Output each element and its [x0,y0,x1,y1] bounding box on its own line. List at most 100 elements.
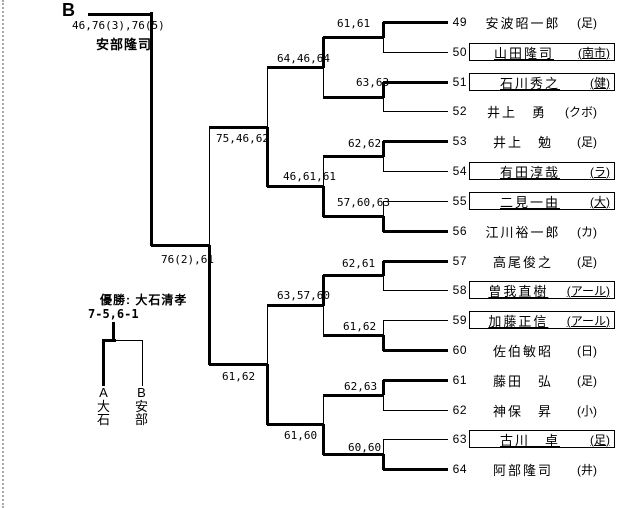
player-row-56: 56 江川裕一郎 (カ) [448,222,615,240]
score-r1-m3: 62,62 [348,137,382,150]
player-club: (足) [577,134,597,149]
player-number: 61 [452,373,467,387]
score-qf4: 61,60 [284,429,318,442]
bracket-line-h [383,349,448,352]
player-entry: 佐伯敏昭 (日) [469,341,615,359]
player-number: 53 [452,134,467,148]
bracket-line-v [322,37,325,68]
page-margin-dotted-line [2,0,4,508]
player-row-53: 53 井上 勉 (足) [448,132,615,150]
player-club: (足) [577,373,597,388]
player-number: 55 [452,194,467,208]
player-number: 52 [452,104,467,118]
bracket-line-v [209,127,210,245]
bracket-line-h [383,379,448,382]
player-club: (カ) [577,224,597,239]
player-entry-seeded: 古川 卓 (足) [469,430,615,448]
bracket-line-v [383,201,384,216]
bracket-line-v [383,395,384,410]
bracket-line-h [88,13,153,16]
player-club: (ラ) [590,164,610,179]
player-club: (日) [577,343,597,358]
bracket-line-v [150,12,153,246]
player-entry-seeded: 有田淳哉 (ラ) [469,162,615,180]
bracket-line-h [323,215,383,218]
bracket-line-h [151,244,209,247]
block-advance-score: 46,76(3),76(5) [72,19,165,32]
bracket-line-v [382,82,385,98]
player-club: (アール) [566,313,610,328]
bracket-line-v [383,37,384,52]
player-number: 54 [452,164,467,178]
bracket-line-h [209,126,267,129]
player-entry: 藤田 弘 (足) [469,371,615,389]
bracket-line-v [383,97,384,111]
bracket-line-h [383,81,448,84]
player-club: (アール) [566,283,610,298]
bracket-line-h [383,410,448,411]
block-winner-name: 安部隆司 [96,37,153,52]
finalist-label-a: A大石 [96,385,110,427]
player-number: 49 [452,15,467,29]
player-club: (クボ) [565,104,597,119]
bracket-line-v [266,364,269,425]
player-name: 江川裕一郎 [485,224,561,240]
player-row-59: 59 加藤正信 (アール) [448,311,615,329]
player-entry-seeded: 山田隆司 (南市) [469,43,615,61]
player-name: 有田淳哉 [499,164,560,180]
player-row-63: 63 古川 卓 (足) [448,430,615,448]
player-entry-seeded: 加藤正信 (アール) [469,311,615,329]
bracket-line-v [322,186,325,217]
bracket-line-h [383,230,448,233]
player-row-51: 51 石川秀之 (健) [448,73,615,91]
score-qf3: 63,57,60 [277,289,330,302]
player-entry-seeded: 二見一由 (大) [469,192,615,210]
bracket-line-h [383,52,448,53]
bracket-line-h [383,439,448,440]
bracket-line-v [112,322,115,341]
bracket-line-h [267,423,323,426]
player-number: 50 [452,45,467,59]
bracket-line-v [267,305,268,364]
bracket-line-v [208,245,211,365]
bracket-line-h [267,66,323,69]
player-name: 佐伯敏昭 [492,343,553,359]
bracket-line-v [382,141,385,157]
player-row-49: 49 安波昭一郎 (足) [448,13,615,31]
player-entry: 高尾俊之 (足) [469,252,615,270]
bracket-line-v [382,454,385,470]
bracket-line-v [266,127,269,187]
player-row-57: 57 高尾俊之 (足) [448,252,615,270]
bracket-line-v [382,22,385,38]
bracket-line-v [322,424,325,455]
player-number: 64 [452,462,467,476]
bracket-line-h [383,171,448,172]
player-club: (南市) [578,45,610,60]
champion-final-score: 7-5,6-1 [88,307,139,321]
bracket-line-v [322,275,325,306]
score-r1-m6: 61,62 [343,320,377,333]
bracket-line-h [323,96,383,99]
player-number: 57 [452,254,467,268]
player-club: (小) [577,403,597,418]
bracket-line-v [383,156,384,171]
bracket-line-v [323,67,324,97]
bracket-line-h [383,201,448,202]
bracket-line-v [382,335,385,351]
score-sf1: 75,46,62 [216,132,269,145]
player-entry: 井上 勉 (足) [469,132,615,150]
player-row-52: 52 井上 勇 (クボ) [448,102,615,120]
score-r1-m7: 62,63 [344,380,378,393]
bracket-line-v [383,439,384,454]
bracket-line-v [382,380,385,395]
bracket-line-v [142,340,143,386]
player-club: (井) [577,462,597,477]
player-name: 山田隆司 [493,45,554,61]
bracket-line-v [267,67,268,127]
player-club: (健) [590,75,610,90]
bracket-line-h [383,468,448,471]
player-name: 高尾俊之 [492,254,553,270]
player-name: 井上 勇 [486,104,547,120]
bracket-line-v [323,305,324,335]
